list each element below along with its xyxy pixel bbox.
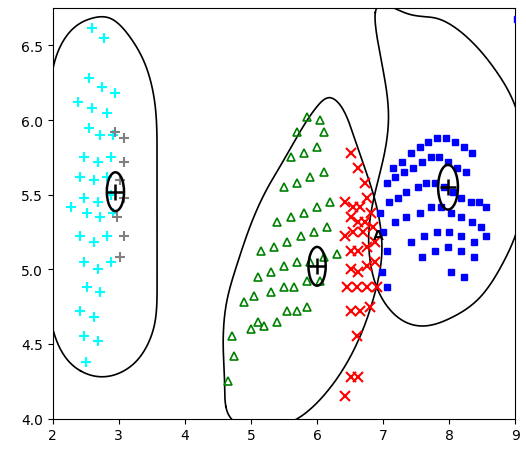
Text: A: A bbox=[373, 229, 384, 243]
